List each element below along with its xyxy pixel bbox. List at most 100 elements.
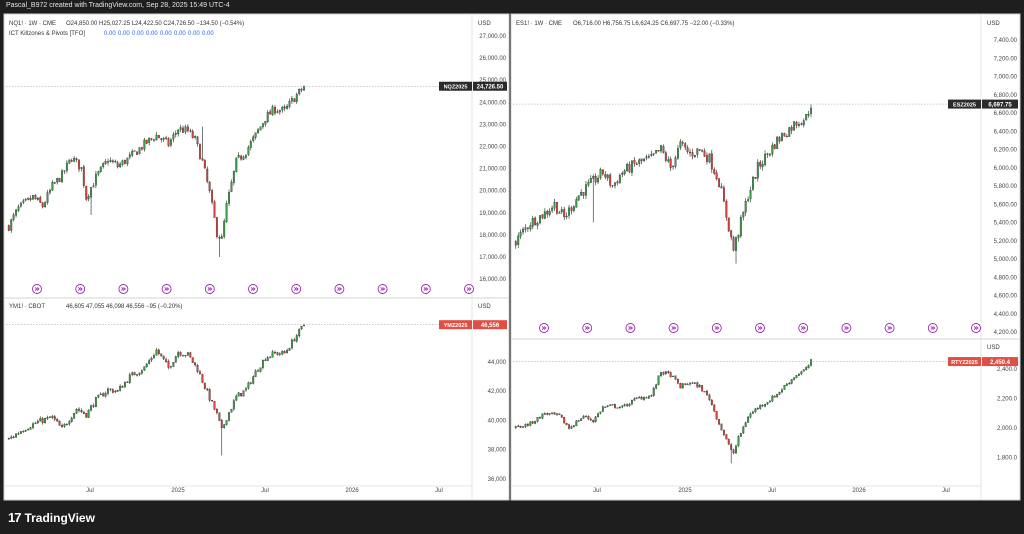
candle-body <box>199 144 201 160</box>
candle-body <box>61 425 63 428</box>
candle-body <box>660 372 662 377</box>
candle-body <box>235 157 238 172</box>
economic-event-marker[interactable] <box>420 284 431 294</box>
economic-event-marker[interactable] <box>755 323 765 333</box>
candle-body <box>44 418 47 423</box>
candle-body <box>693 382 696 384</box>
candle-body <box>645 397 648 399</box>
candle-body <box>534 421 537 424</box>
event-arrow-icon <box>800 326 806 330</box>
candle-body <box>698 149 701 151</box>
candle-body <box>138 147 141 155</box>
candle-body <box>776 136 779 149</box>
candle-body <box>155 134 158 141</box>
economic-event-marker[interactable] <box>377 284 388 294</box>
candle-body <box>638 159 641 164</box>
economic-event-marker[interactable] <box>927 323 938 333</box>
economic-event-marker[interactable] <box>204 284 215 294</box>
candle-body <box>12 436 15 438</box>
economic-event-marker[interactable] <box>291 284 302 294</box>
candle-body <box>145 363 148 368</box>
economic-event-marker[interactable] <box>884 323 895 333</box>
economic-event-marker[interactable] <box>248 284 258 294</box>
economic-event-marker[interactable] <box>625 323 636 333</box>
price-label-value: 2,450.4 <box>990 360 1011 366</box>
candle-body <box>259 126 262 131</box>
candle-body <box>111 389 114 393</box>
candle-body <box>739 217 742 237</box>
candle-body <box>676 148 679 159</box>
candle-body <box>650 395 653 397</box>
candle-body <box>768 400 771 403</box>
economic-event-marker[interactable] <box>798 323 809 333</box>
candle-body <box>196 136 199 145</box>
y-tick-label: 27,000.00 <box>479 34 506 40</box>
economic-event-marker[interactable] <box>161 284 172 294</box>
candle-body <box>269 111 272 115</box>
candle-body <box>722 429 725 435</box>
candle-body <box>172 134 175 140</box>
economic-event-marker[interactable] <box>32 284 42 294</box>
economic-event-marker[interactable] <box>971 323 981 333</box>
candle-body <box>735 237 737 251</box>
candle-body <box>759 404 762 409</box>
event-arrow-icon <box>207 287 213 291</box>
candle-body <box>752 411 754 414</box>
candle-body <box>85 186 88 200</box>
candle-body <box>116 162 119 168</box>
candle-body <box>563 417 566 424</box>
candle-body <box>237 155 240 158</box>
candle-body <box>119 163 122 168</box>
candle-body <box>640 158 643 162</box>
candle-body <box>51 182 54 191</box>
event-arrow-icon <box>250 287 256 291</box>
candle-body <box>80 167 83 169</box>
event-arrow-icon <box>337 287 343 291</box>
candle-body <box>623 404 626 406</box>
candle-body <box>577 420 580 422</box>
y-tick-label: 16,000.00 <box>479 277 506 283</box>
candle-body <box>182 355 184 357</box>
candle-body <box>10 436 13 439</box>
candle-body <box>635 163 638 165</box>
economic-event-marker[interactable] <box>668 323 679 333</box>
economic-event-marker[interactable] <box>464 284 474 294</box>
candle-body <box>300 325 303 330</box>
candle-body <box>290 98 293 102</box>
y-tick-label: 42,000 <box>488 389 507 395</box>
economic-event-marker[interactable] <box>539 323 549 333</box>
economic-event-marker[interactable] <box>841 323 852 333</box>
candle-body <box>742 211 745 218</box>
candle-body <box>182 127 184 133</box>
candle-body <box>708 153 711 163</box>
candle-body <box>572 206 575 211</box>
candle-body <box>783 385 786 390</box>
candle-body <box>247 147 250 155</box>
candle-body <box>626 404 629 407</box>
candle-body <box>522 426 525 428</box>
candle-body <box>802 369 805 372</box>
candle-body <box>82 166 85 186</box>
candle-body <box>771 395 774 402</box>
candle-body <box>254 132 257 138</box>
candle-body <box>577 195 580 201</box>
candle-body <box>177 352 180 357</box>
economic-event-marker[interactable] <box>711 323 722 333</box>
economic-event-marker[interactable] <box>118 284 129 294</box>
candle-body <box>111 160 114 162</box>
economic-event-marker[interactable] <box>582 323 593 333</box>
candle-body <box>58 421 61 426</box>
candle-body <box>601 169 604 175</box>
candle-body <box>213 201 216 218</box>
candle-body <box>563 209 566 218</box>
candle-body <box>70 160 73 162</box>
candle-body <box>48 189 51 193</box>
economic-event-marker[interactable] <box>334 284 345 294</box>
y-tick-label: 5,400.00 <box>994 221 1018 227</box>
candle-body <box>710 153 713 170</box>
candle-body <box>805 114 808 121</box>
price-label-value: 24,726.50 <box>477 84 504 90</box>
candle-body <box>582 192 585 196</box>
candle-body <box>592 420 595 423</box>
economic-event-marker[interactable] <box>75 284 86 294</box>
